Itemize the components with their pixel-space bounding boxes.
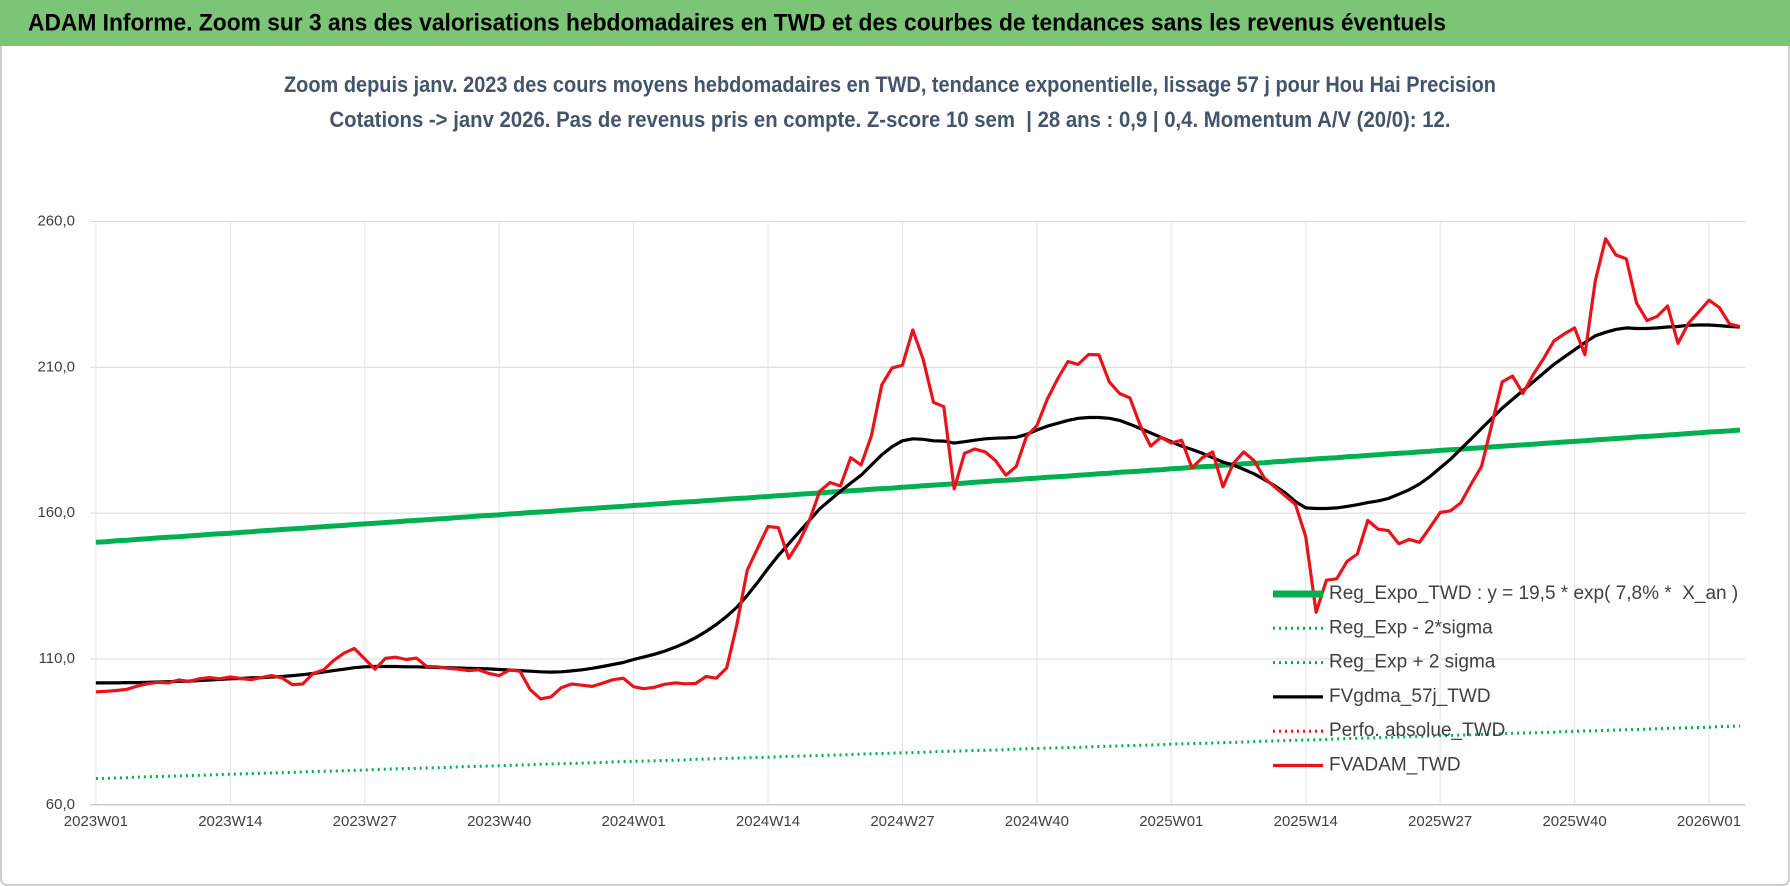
x-tick-label: 2025W14	[1274, 813, 1338, 830]
y-tick-label: 160,0	[37, 504, 75, 521]
header-band	[0, 0, 1790, 46]
x-tick-label: 2026W01	[1677, 813, 1741, 830]
legend-label: FVgdma_57j_TWD	[1329, 686, 1491, 707]
x-tick-label: 2025W27	[1408, 813, 1472, 830]
x-tick-label: 2023W01	[64, 813, 128, 830]
y-tick-label: 110,0	[39, 650, 75, 667]
x-tick-label: 2023W40	[467, 813, 531, 830]
legend-label: Reg_Exp + 2 sigma	[1329, 652, 1496, 673]
series-line	[95, 237, 1741, 701]
x-tick-label: 2025W01	[1139, 813, 1203, 830]
series-line	[95, 724, 1741, 780]
legend-label: FVADAM_TWD	[1329, 755, 1461, 776]
chart-subtitle: Cotations -> janv 2026. Pas de revenus p…	[330, 107, 1451, 132]
x-tick-label: 2024W27	[870, 813, 934, 830]
subtitle-background	[282, 66, 1502, 142]
series-line	[95, 427, 1741, 545]
legend-label: Reg_Expo_TWD : y = 19,5 * exp( 7,8% * X_…	[1329, 583, 1738, 604]
y-tick-label: 210,0	[37, 358, 75, 375]
series-line	[95, 323, 1741, 685]
x-tick-label: 2025W40	[1542, 813, 1606, 830]
y-tick-label: 260,0	[37, 212, 75, 229]
x-tick-label: 2023W14	[198, 813, 262, 830]
y-tick-label: 60,0	[46, 796, 75, 813]
legend-label: Perfo. absolue_TWD	[1329, 720, 1505, 741]
header-title: ADAM Informe. Zoom sur 3 ans des valoris…	[28, 9, 1446, 36]
x-tick-label: 2024W40	[1005, 813, 1069, 830]
x-tick-label: 2023W27	[333, 813, 397, 830]
x-tick-label: 2024W01	[601, 813, 665, 830]
chart-title: Zoom depuis janv. 2023 des cours moyens …	[284, 72, 1496, 97]
legend-label: Reg_Exp - 2*sigma	[1329, 617, 1493, 638]
x-tick-label: 2024W14	[736, 813, 800, 830]
